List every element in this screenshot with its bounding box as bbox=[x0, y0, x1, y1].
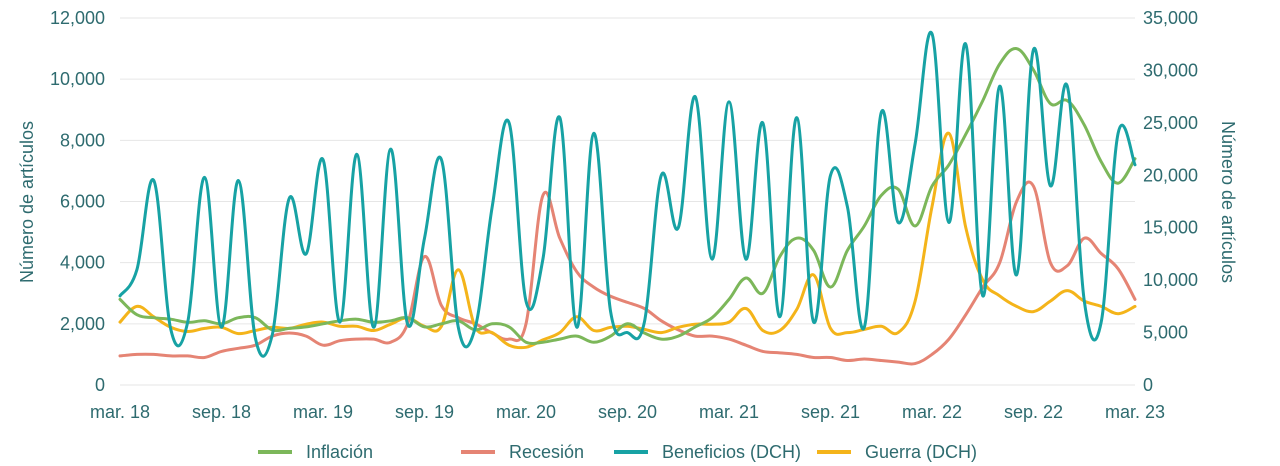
x-tick-label: mar. 23 bbox=[1105, 402, 1165, 422]
right-y-axis-ticks: 0 5,000 10,000 15,000 20,000 25,000 30,000 35,0… bbox=[1143, 8, 1198, 395]
right-y-tick-label: 35,000 bbox=[1143, 8, 1198, 28]
right-y-tick-label: 5,000 bbox=[1143, 323, 1188, 343]
left-y-axis-ticks: 0 2,000 4,000 6,000 8,000 10,000 12,000 bbox=[50, 8, 105, 395]
x-tick-label: mar. 20 bbox=[496, 402, 556, 422]
left-y-axis-title: Número de artículos bbox=[17, 121, 37, 283]
left-y-tick-label: 10,000 bbox=[50, 69, 105, 89]
left-y-tick-label: 6,000 bbox=[60, 192, 105, 212]
x-tick-label: sep. 21 bbox=[801, 402, 860, 422]
right-y-tick-label: 10,000 bbox=[1143, 270, 1198, 290]
series-line-beneficios-dch bbox=[118, 30, 1137, 358]
left-y-tick-label: 2,000 bbox=[60, 314, 105, 334]
legend-label-beneficios-dch: Beneficios (DCH) bbox=[662, 442, 801, 462]
legend-label-recesion: Recesión bbox=[509, 442, 584, 462]
x-tick-label: sep. 22 bbox=[1004, 402, 1063, 422]
right-y-tick-label: 30,000 bbox=[1143, 60, 1198, 80]
left-y-tick-label: 0 bbox=[95, 375, 105, 395]
x-axis-ticks: mar. 18 sep. 18 mar. 19 sep. 19 mar. 20 sep. … bbox=[90, 402, 1165, 422]
x-tick-label: mar. 18 bbox=[90, 402, 150, 422]
legend-label-inflacion: Inflación bbox=[306, 442, 373, 462]
right-y-tick-label: 0 bbox=[1143, 375, 1153, 395]
x-tick-label: sep. 18 bbox=[192, 402, 251, 422]
x-tick-label: mar. 19 bbox=[293, 402, 353, 422]
x-tick-label: sep. 20 bbox=[598, 402, 657, 422]
left-y-tick-label: 4,000 bbox=[60, 253, 105, 273]
series-line-inflacion bbox=[118, 47, 1137, 346]
legend-label-guerra-dch: Guerra (DCH) bbox=[865, 442, 977, 462]
x-tick-label: mar. 22 bbox=[902, 402, 962, 422]
x-tick-label: mar. 21 bbox=[699, 402, 759, 422]
series-lines bbox=[118, 30, 1137, 366]
series-line-guerra-dch bbox=[118, 131, 1137, 350]
series-line-recesion bbox=[118, 180, 1137, 366]
left-y-tick-label: 8,000 bbox=[60, 130, 105, 150]
legend: Inflación Recesión Beneficios (DCH) Guerra … bbox=[258, 442, 977, 462]
right-y-tick-label: 15,000 bbox=[1143, 218, 1198, 238]
x-tick-label: sep. 19 bbox=[395, 402, 454, 422]
right-y-tick-label: 20,000 bbox=[1143, 165, 1198, 185]
right-y-tick-label: 25,000 bbox=[1143, 113, 1198, 133]
right-y-axis-title: Número de artículos bbox=[1218, 121, 1238, 283]
left-y-tick-label: 12,000 bbox=[50, 8, 105, 28]
